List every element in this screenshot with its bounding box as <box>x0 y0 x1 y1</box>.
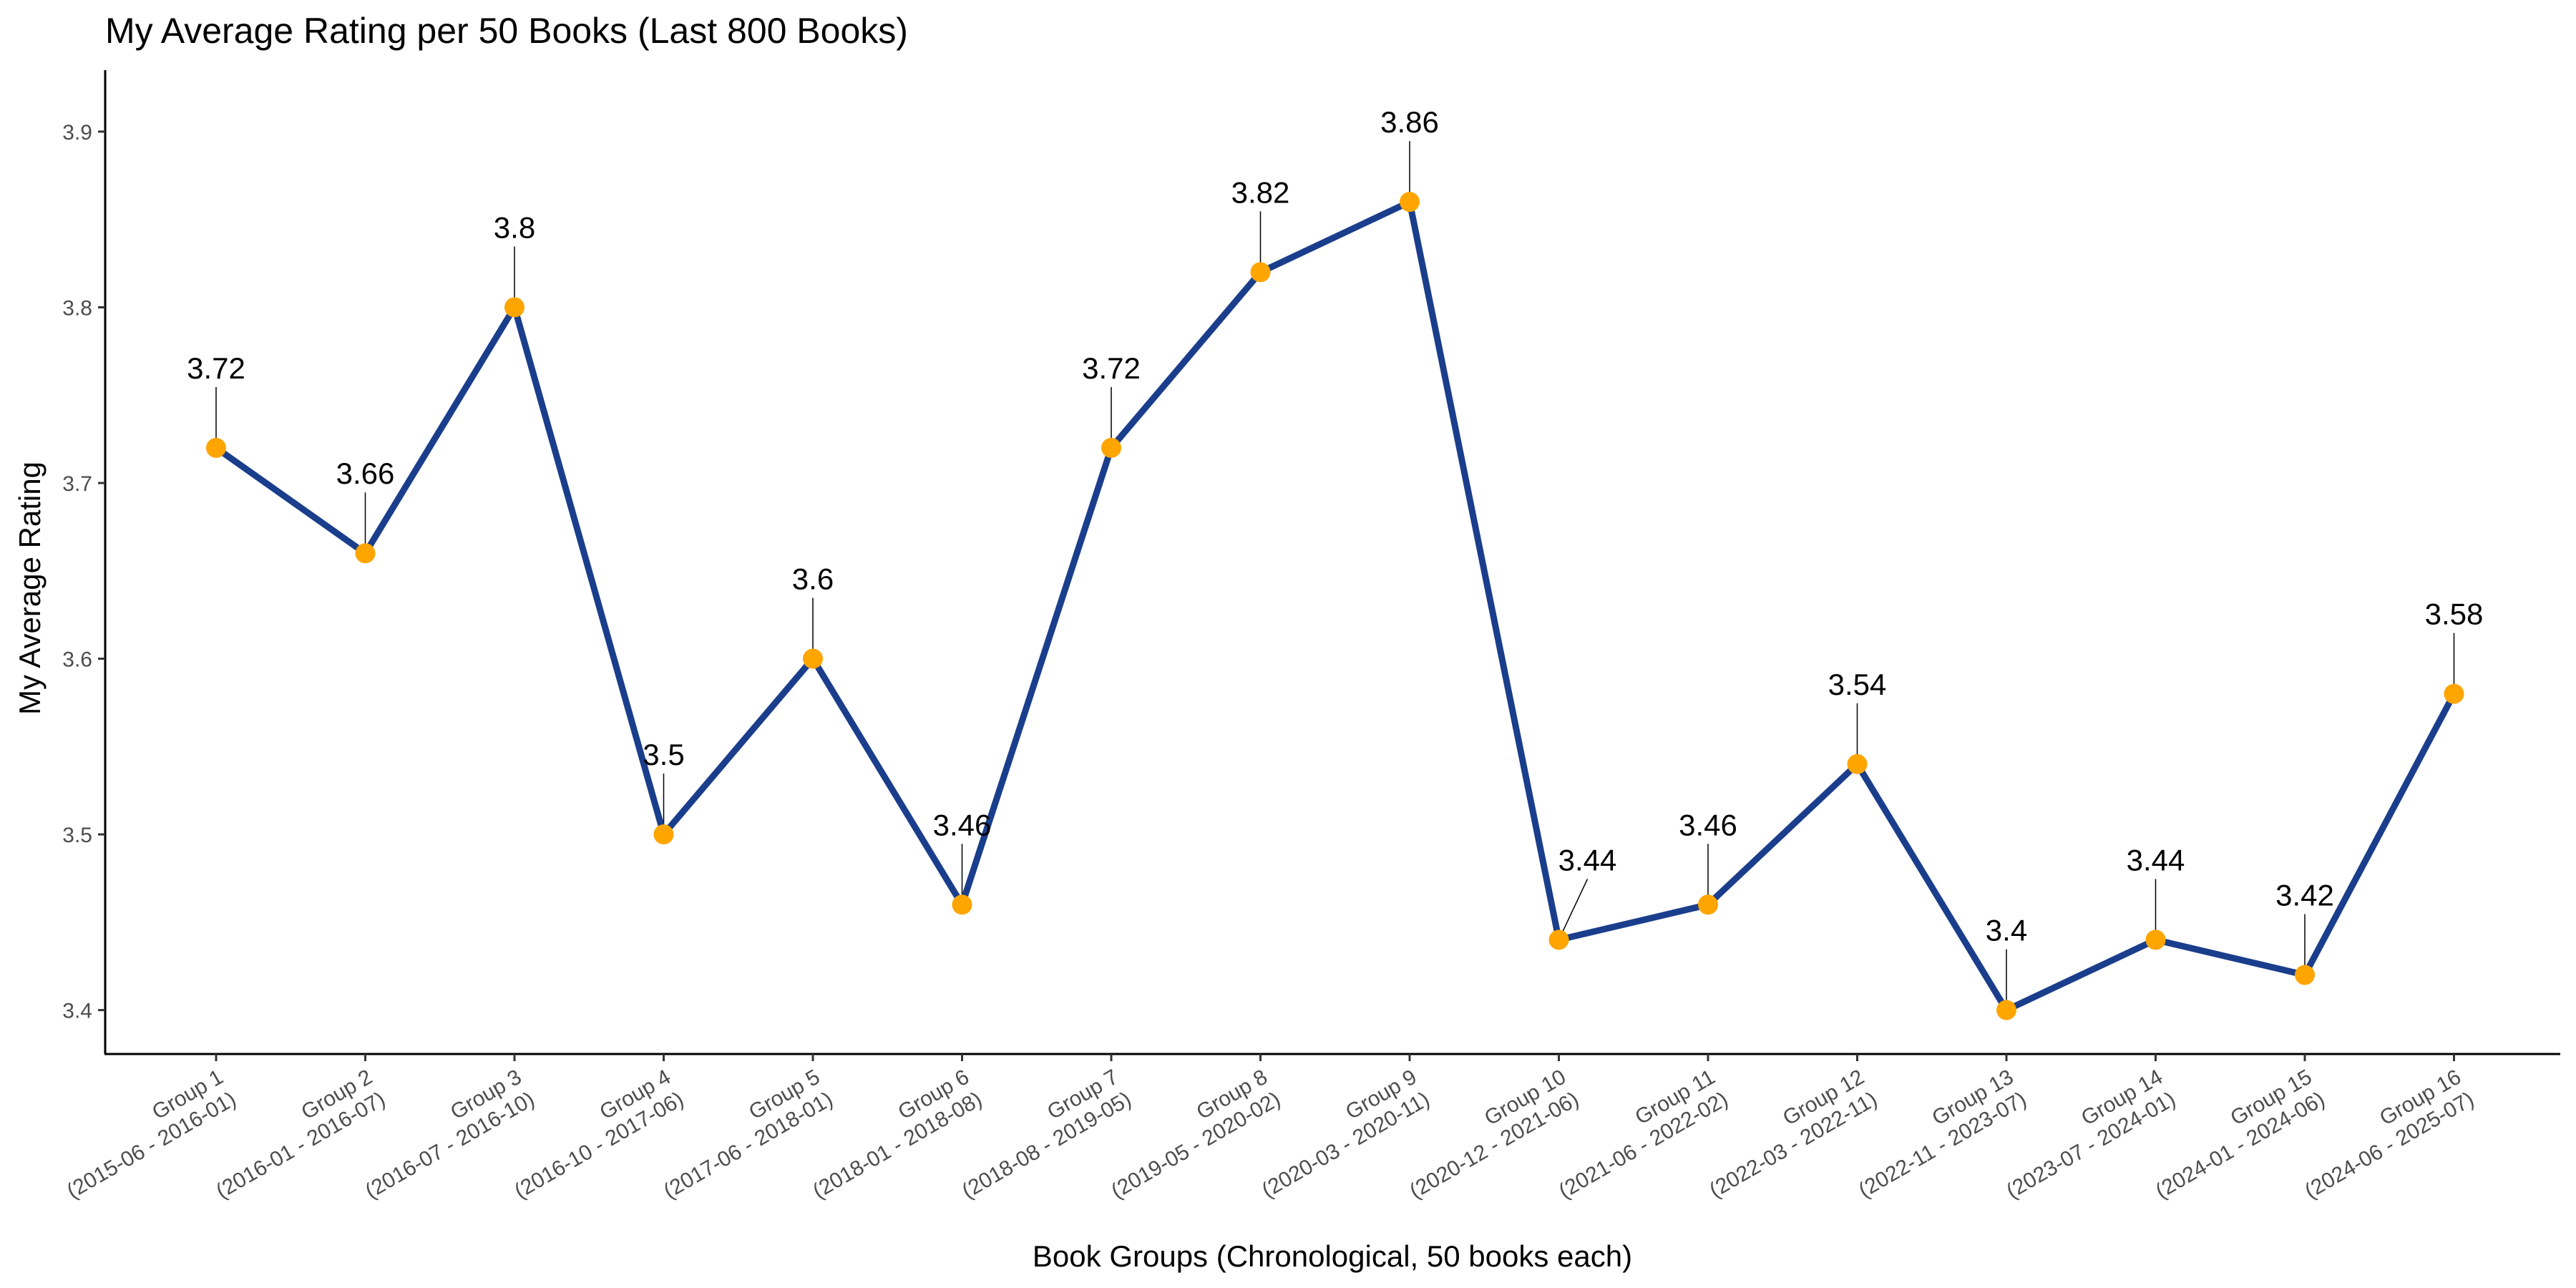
data-point <box>653 824 674 845</box>
data-label: 3.72 <box>187 351 245 385</box>
data-labels: 3.72 3.66 3.8 3.5 3.6 3.46 3.72 3.82 3.86 3.44 3.4… <box>187 105 2483 947</box>
x-tick-label: Group 12(2022-03 - 2022-11) <box>1692 1065 1881 1202</box>
data-label: 3.44 <box>2127 843 2185 877</box>
y-tick-label: 3.8 <box>62 296 92 320</box>
data-point <box>2295 965 2315 985</box>
data-point <box>2444 683 2464 704</box>
x-tick-label: Group 11(2021-06 - 2022-02) <box>1542 1065 1732 1203</box>
data-points <box>206 192 2464 1020</box>
data-label: 3.8 <box>494 210 535 244</box>
data-label: 3.54 <box>1828 668 1887 701</box>
data-point <box>355 543 376 564</box>
data-point <box>952 894 972 915</box>
x-tick-label: Group 8(2019-05 - 2020-02) <box>1094 1065 1284 1203</box>
series-line <box>214 198 2457 1014</box>
y-axis-title: My Average Rating <box>13 462 47 715</box>
data-label: 3.58 <box>2425 597 2484 631</box>
x-axis-title: Book Groups (Chronological, 50 books eac… <box>1033 1239 1632 1273</box>
data-label: 3.82 <box>1231 175 1290 209</box>
x-tick-label: Group 9(2020-03 - 2020-11) <box>1245 1065 1434 1202</box>
data-label: 3.6 <box>792 562 834 596</box>
label-leader <box>1558 879 1589 940</box>
data-point <box>1996 1000 2016 1020</box>
data-label: 3.4 <box>1986 914 2027 947</box>
label-leaders <box>215 141 2455 1010</box>
data-point <box>1400 192 1420 213</box>
x-ticks: Group 1(2015-06 - 2016-01) Group 2(2016-0… <box>63 1054 2478 1204</box>
data-point <box>206 437 226 458</box>
x-tick-label: Group 16(2024-06 - 2025-07) <box>2288 1065 2478 1203</box>
chart-title: My Average Rating per 50 Books (Last 800… <box>105 11 908 51</box>
y-tick-label: 3.4 <box>62 1000 92 1023</box>
data-label: 3.5 <box>643 738 684 771</box>
data-label: 3.72 <box>1082 351 1141 385</box>
y-tick-label: 3.7 <box>62 472 92 496</box>
y-tick-label: 3.5 <box>62 824 92 847</box>
y-ticks: 3.4 3.5 3.6 3.7 3.8 3.9 <box>62 121 105 1023</box>
data-label: 3.46 <box>1679 808 1737 841</box>
data-point <box>1698 894 1718 915</box>
data-point <box>1250 262 1271 283</box>
data-point <box>803 648 823 669</box>
data-point <box>1548 930 1569 950</box>
x-tick-label: Group 13(2022-11 - 2023-07) <box>1842 1065 2031 1202</box>
data-label: 3.66 <box>336 457 395 490</box>
data-label: 3.42 <box>2275 879 2334 912</box>
data-point <box>1101 437 1121 458</box>
y-tick-label: 3.6 <box>62 648 92 672</box>
data-label: 3.86 <box>1380 105 1439 139</box>
data-point <box>2145 930 2166 950</box>
y-tick-label: 3.9 <box>62 121 92 145</box>
data-point <box>504 297 525 318</box>
data-label: 3.44 <box>1558 843 1617 877</box>
data-point <box>1847 753 1868 774</box>
data-label: 3.46 <box>933 808 992 841</box>
